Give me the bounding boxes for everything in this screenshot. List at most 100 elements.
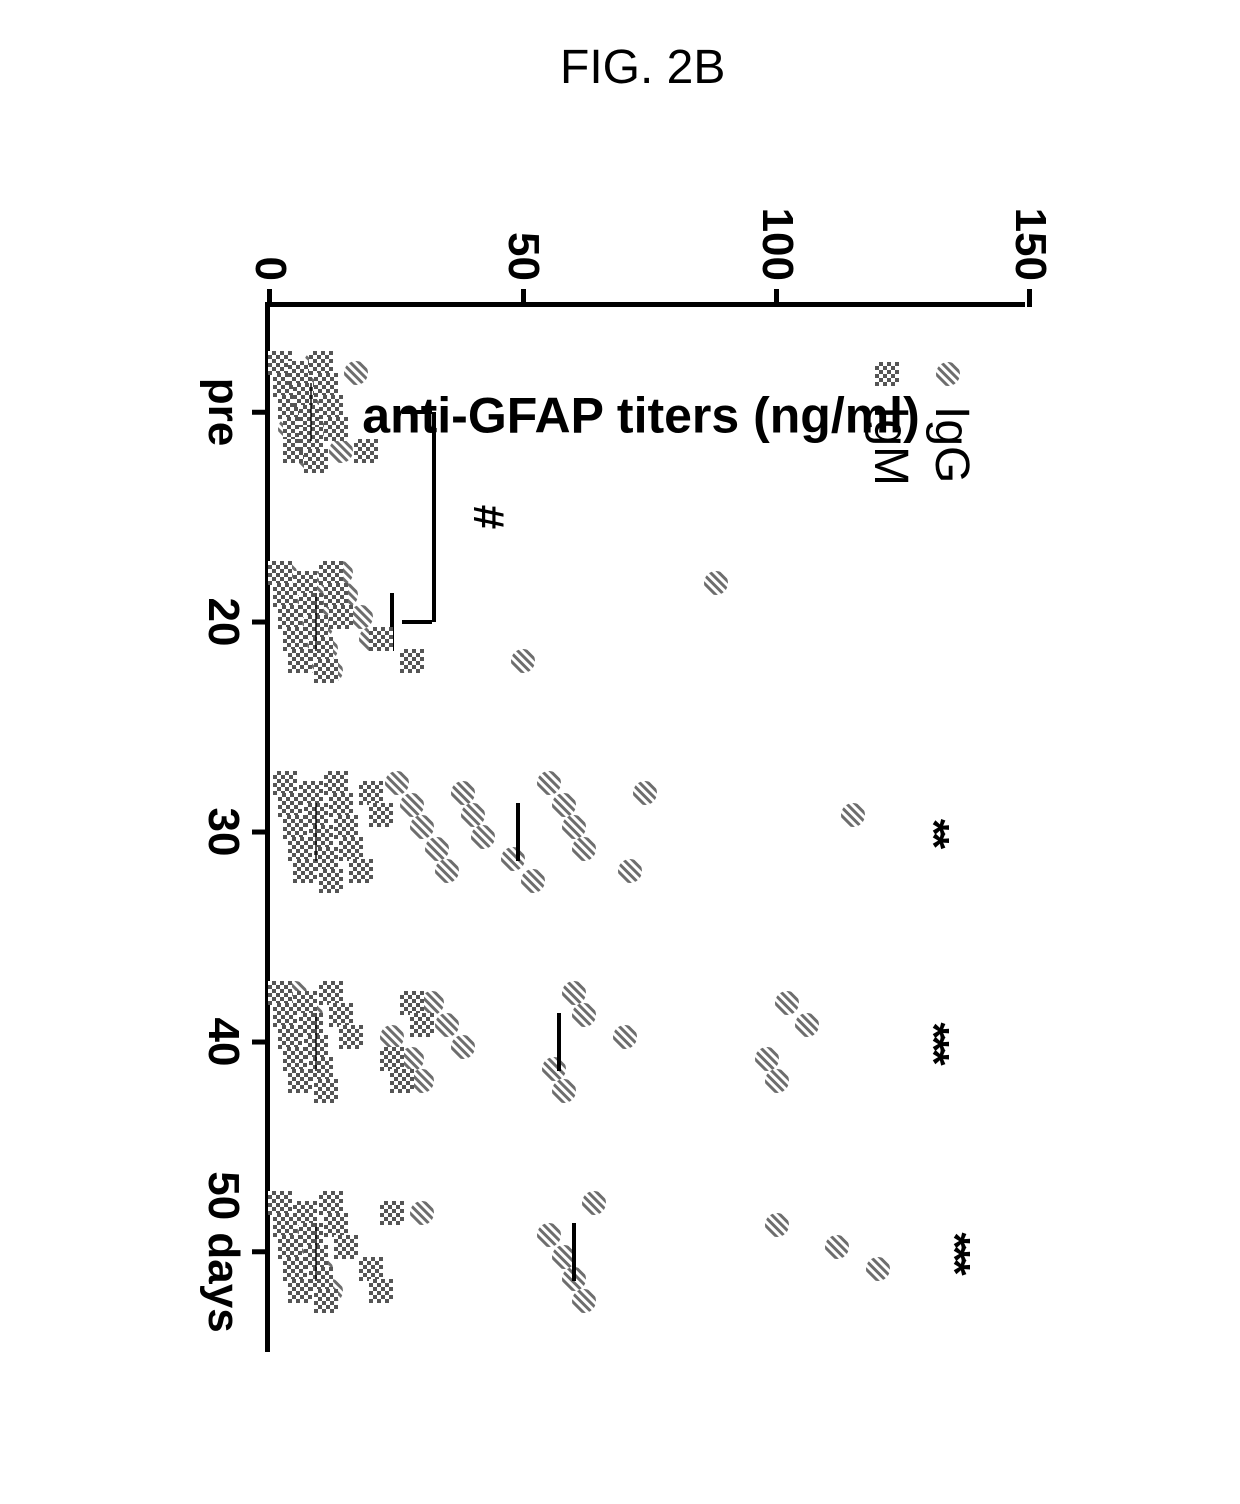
y-tick-label: 150 [1005,208,1055,281]
data-point [552,793,576,817]
data-point [278,1025,302,1049]
data-point [314,847,338,871]
data-point [268,561,292,585]
data-point [400,793,424,817]
data-point [359,1257,383,1281]
data-point [288,649,312,673]
y-tick: 100 [752,208,802,307]
data-point [461,803,485,827]
data-point [299,1013,323,1037]
y-tick-label: 100 [752,208,802,281]
data-point [309,1267,333,1291]
x-tick-label: 20 [198,598,248,647]
data-point [359,627,383,651]
data-point [278,395,302,419]
group-mean-line [516,803,520,862]
comparison-label: # [463,505,513,529]
significance-marker: ** [908,819,958,845]
data-point [775,991,799,1015]
data-point [314,1079,338,1103]
data-point [304,351,328,375]
x-tick: 20 [198,598,270,647]
data-point [380,1201,404,1225]
legend-item: IgM [863,362,918,486]
legend-label: IgM [863,406,918,486]
data-point [299,1223,323,1247]
data-point [268,1191,292,1215]
data-point [283,981,307,1005]
data-point [283,1213,307,1237]
data-point [329,605,353,629]
data-point [329,793,353,817]
data-point [304,449,328,473]
legend-marker [924,362,979,386]
data-point [283,1047,307,1071]
data-point [293,1201,317,1225]
data-point [339,1025,363,1049]
data-point [299,449,323,473]
data-point [359,781,383,805]
chart: 050100150pre20304050 days********# anti-… [95,102,1145,1402]
data-point [324,771,348,795]
data-point [288,605,312,629]
data-point [319,659,343,683]
data-point [572,1289,596,1313]
data-point [380,1025,404,1049]
data-point [268,981,292,1005]
data-point [400,1047,424,1071]
data-point [314,1289,338,1313]
x-tick: 50 days [198,1171,270,1332]
data-point [618,859,642,883]
x-tick: pre [198,378,270,446]
data-point [293,859,317,883]
data-point [410,1201,434,1225]
data-point [400,649,424,673]
data-point [288,1279,312,1303]
data-point [283,815,307,839]
data-point [273,771,297,795]
data-point [268,351,292,375]
data-point [319,561,343,585]
data-point [451,781,475,805]
data-point [339,837,363,861]
data-point [319,1191,343,1215]
data-point [278,793,302,817]
data-point [319,417,343,441]
data-point [273,373,297,397]
data-point [334,815,358,839]
group-mean-line [315,803,317,862]
group-mean-line [557,1013,561,1072]
data-point [562,981,586,1005]
data-point [755,1047,779,1071]
data-point [825,1235,849,1259]
y-axis-label: anti-GFAP titers (ng/ml) [362,387,919,445]
x-tick: 40 [198,1018,270,1067]
data-point [334,1235,358,1259]
y-tick-label: 0 [245,257,295,281]
data-point [334,583,358,607]
data-point [451,1035,475,1059]
data-point [420,991,444,1015]
data-point [410,815,434,839]
group-mean-line [390,593,394,652]
data-point [329,1003,353,1027]
data-point [552,1079,576,1103]
data-point [299,593,323,617]
data-point [309,615,333,639]
data-point [704,571,728,595]
group-mean-line [315,593,317,652]
data-point [501,847,525,871]
data-point [582,1191,606,1215]
data-point [324,417,348,441]
data-point [765,1069,789,1093]
data-point [572,1003,596,1027]
data-point [324,583,348,607]
data-point [283,627,307,651]
data-point [319,1279,343,1303]
legend-label: IgG [924,406,979,483]
data-point [283,439,307,463]
data-point [400,991,424,1015]
data-point [278,605,302,629]
data-point [273,1213,297,1237]
data-point [385,771,409,795]
